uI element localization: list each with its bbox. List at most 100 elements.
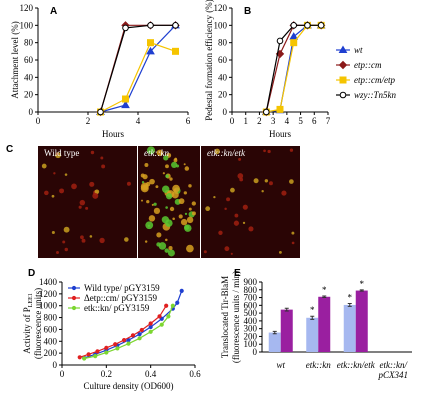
marker (115, 346, 120, 351)
bar (343, 304, 356, 352)
panel-label: D (28, 268, 35, 279)
y-tick-label: 900 (244, 277, 258, 287)
y-tick-label: 120 (214, 3, 228, 13)
panel-label: C (6, 144, 13, 155)
legend-marker (71, 295, 77, 301)
legend-marker (338, 45, 348, 53)
y-axis-label: (fluorescence units / min) (231, 271, 241, 363)
legend-marker (71, 285, 77, 291)
cell (101, 164, 106, 169)
cell (234, 213, 239, 218)
cell (213, 196, 216, 199)
marker (179, 288, 184, 293)
marker (262, 108, 270, 116)
marker (290, 39, 298, 47)
marker (148, 324, 153, 330)
marker (175, 300, 180, 305)
cell (233, 220, 240, 226)
x-tick-label: 3 (271, 116, 276, 126)
cell (264, 179, 269, 183)
x-tick-label: etk::kn/etk (337, 360, 376, 370)
cell (191, 201, 196, 206)
marker (164, 303, 169, 308)
cell (56, 152, 59, 155)
y-tick-label: 80 (24, 38, 34, 48)
cell (79, 199, 86, 206)
cell (126, 181, 131, 186)
cell (62, 240, 66, 244)
cell (167, 249, 175, 257)
cell (178, 198, 185, 205)
cell (59, 188, 65, 194)
cell (89, 235, 93, 238)
bar (280, 309, 293, 352)
cell (148, 215, 156, 222)
y-tick-label: 600 (44, 324, 58, 334)
cell (71, 183, 77, 190)
series-line (79, 305, 167, 358)
y-tick-label: 40 (24, 72, 34, 82)
legend-label: Wild type/ pGY3159 (84, 283, 160, 293)
y-tick-label: 400 (44, 336, 58, 346)
x-tick-label: 0 (230, 116, 235, 126)
series-line (99, 24, 176, 113)
cell (144, 240, 148, 243)
cell (169, 177, 173, 181)
y-tick-label: 1400 (39, 277, 58, 287)
cell (51, 194, 55, 198)
cell (173, 158, 178, 163)
marker (148, 329, 153, 334)
x-tick-label: 4 (136, 116, 141, 126)
x-tick-label: 2 (86, 116, 91, 126)
legend-label: etk::kn/ pGY3159 (84, 303, 150, 313)
cell (164, 248, 170, 253)
x-tick-label: 2 (257, 116, 262, 126)
cell (162, 185, 170, 193)
y-tick-label: 100 (214, 20, 228, 30)
marker (126, 341, 131, 346)
marker (137, 332, 142, 337)
cell (165, 164, 169, 169)
cell (145, 181, 151, 187)
error-bar (284, 307, 289, 312)
marker (95, 349, 100, 354)
marker (86, 352, 91, 357)
cell (291, 241, 295, 245)
y-tick-label: 200 (44, 348, 58, 358)
marker (121, 338, 127, 343)
annotation: * (310, 305, 315, 315)
cell (165, 206, 168, 209)
cell (214, 148, 220, 155)
y-tick-label: 0 (223, 107, 228, 117)
cell (205, 206, 211, 212)
cell (85, 206, 89, 210)
y-axis-label-sub: LEE1 (28, 293, 34, 307)
marker (93, 354, 98, 359)
cell (53, 172, 56, 175)
bar (355, 290, 368, 352)
x-tick-label: etk::kn (306, 360, 331, 370)
cell (153, 207, 161, 215)
y-tick-label: 0 (253, 347, 258, 357)
cell (184, 212, 188, 216)
x-tick-label: 0.6 (189, 369, 201, 379)
cell (184, 166, 190, 171)
y-tick-label: 100 (20, 20, 34, 30)
cell (218, 230, 223, 235)
legend-label: etp::cm (354, 60, 382, 70)
x-axis-label: Hours (269, 129, 291, 139)
cell (124, 237, 129, 242)
marker (137, 336, 142, 341)
marker (159, 316, 164, 321)
y-tick-label: 800 (244, 285, 258, 295)
y-tick-label: 0 (29, 107, 34, 117)
marker (139, 327, 144, 333)
marker (172, 47, 179, 55)
cell (80, 235, 84, 240)
cell (186, 216, 194, 224)
y-tick-label: 0 (53, 360, 58, 370)
marker (276, 105, 284, 113)
cell (144, 162, 149, 167)
bar (268, 332, 281, 352)
x-tick-label: 6 (186, 116, 191, 126)
